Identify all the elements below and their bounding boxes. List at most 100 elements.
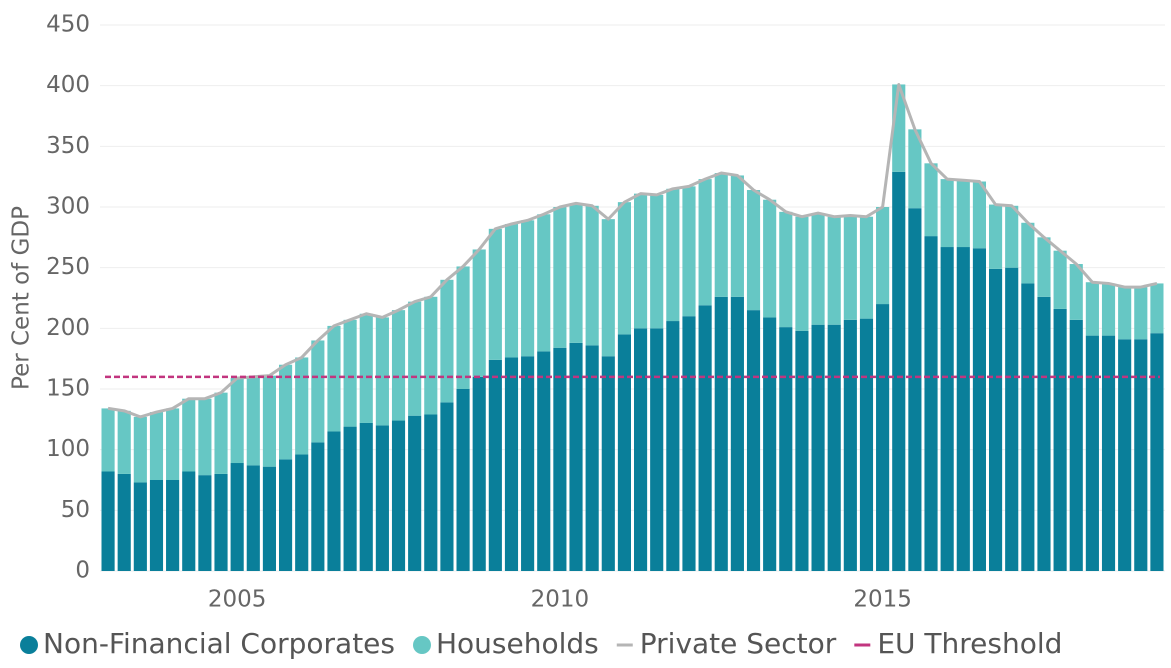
bar bbox=[698, 305, 712, 571]
bar bbox=[650, 194, 664, 329]
bar bbox=[956, 180, 970, 248]
bar bbox=[972, 181, 986, 249]
bar bbox=[746, 190, 761, 311]
bar bbox=[585, 345, 599, 571]
bar bbox=[1021, 283, 1035, 571]
bar bbox=[666, 188, 680, 322]
bar bbox=[1150, 333, 1164, 571]
bar bbox=[327, 325, 341, 432]
bar bbox=[1118, 287, 1132, 340]
bar bbox=[1005, 267, 1019, 571]
bar bbox=[166, 408, 180, 480]
bar bbox=[1134, 287, 1148, 340]
bar bbox=[811, 324, 825, 571]
bar bbox=[730, 175, 744, 297]
bar bbox=[504, 223, 519, 358]
bar bbox=[101, 471, 115, 571]
x-tick-label: 2005 bbox=[208, 587, 267, 613]
legend-label: Private Sector bbox=[640, 627, 837, 660]
legend-label: Non-Financial Corporates bbox=[43, 627, 395, 660]
y-tick-label: 350 bbox=[46, 133, 90, 159]
y-tick-label: 250 bbox=[46, 254, 90, 280]
legend-label: Households bbox=[436, 627, 599, 660]
bar bbox=[892, 171, 906, 571]
bar bbox=[133, 416, 147, 483]
bar bbox=[472, 249, 486, 377]
legend-swatch bbox=[413, 636, 431, 654]
bar bbox=[714, 296, 728, 571]
bar bbox=[456, 389, 470, 571]
bar bbox=[456, 266, 470, 389]
bar bbox=[650, 328, 664, 571]
bar bbox=[424, 296, 438, 415]
bar bbox=[795, 330, 809, 571]
bar bbox=[553, 347, 567, 571]
bar bbox=[779, 327, 793, 571]
bar bbox=[682, 316, 696, 571]
bar bbox=[956, 247, 970, 572]
bar bbox=[1101, 335, 1116, 571]
line bbox=[107, 82, 1158, 419]
bar bbox=[908, 129, 922, 209]
y-tick-label: 450 bbox=[46, 12, 90, 38]
bar bbox=[182, 471, 196, 571]
bar bbox=[1037, 237, 1051, 297]
bar bbox=[198, 398, 212, 476]
bar bbox=[133, 482, 147, 571]
bar bbox=[1101, 283, 1116, 336]
bar bbox=[1037, 296, 1051, 571]
bar bbox=[827, 324, 841, 571]
bar bbox=[827, 216, 841, 325]
bar bbox=[246, 465, 260, 571]
bar bbox=[1069, 319, 1083, 571]
bar bbox=[989, 268, 1003, 571]
y-tick-label: 300 bbox=[46, 194, 90, 220]
bar bbox=[714, 173, 728, 297]
bar bbox=[859, 216, 874, 319]
y-tick-label: 200 bbox=[46, 315, 90, 341]
bar bbox=[537, 351, 551, 571]
bar bbox=[149, 412, 164, 480]
bar bbox=[117, 473, 131, 571]
bar bbox=[295, 357, 309, 455]
bar bbox=[343, 426, 357, 571]
bar bbox=[1069, 264, 1083, 320]
bar bbox=[763, 199, 777, 318]
bar bbox=[504, 357, 519, 571]
bar bbox=[521, 356, 535, 571]
bar bbox=[876, 207, 890, 305]
bar bbox=[391, 310, 406, 421]
bar bbox=[375, 317, 389, 426]
bar bbox=[1085, 335, 1099, 571]
bar bbox=[811, 213, 825, 325]
bar bbox=[876, 304, 890, 571]
bar bbox=[1021, 222, 1035, 284]
bar bbox=[843, 319, 857, 571]
bar bbox=[279, 364, 293, 460]
bar bbox=[262, 375, 276, 467]
bar bbox=[214, 392, 228, 474]
bar bbox=[634, 328, 648, 571]
bar bbox=[295, 454, 309, 571]
bar bbox=[924, 163, 938, 237]
bar bbox=[424, 414, 438, 571]
bar bbox=[569, 203, 583, 343]
x-tick-label: 2010 bbox=[531, 587, 590, 613]
y-tick-label: 0 bbox=[75, 558, 90, 584]
bar bbox=[246, 376, 260, 466]
bar bbox=[924, 236, 938, 571]
bar bbox=[101, 408, 115, 472]
bar bbox=[198, 475, 212, 571]
bar bbox=[843, 215, 857, 320]
bar bbox=[182, 398, 196, 472]
bar bbox=[972, 248, 986, 571]
bar bbox=[408, 301, 422, 416]
bar bbox=[1134, 339, 1148, 571]
bar bbox=[940, 179, 954, 248]
bar bbox=[746, 310, 761, 571]
bar bbox=[149, 480, 164, 571]
bar bbox=[940, 247, 954, 572]
bar bbox=[408, 415, 422, 571]
bar bbox=[617, 202, 631, 335]
bar bbox=[343, 319, 357, 427]
